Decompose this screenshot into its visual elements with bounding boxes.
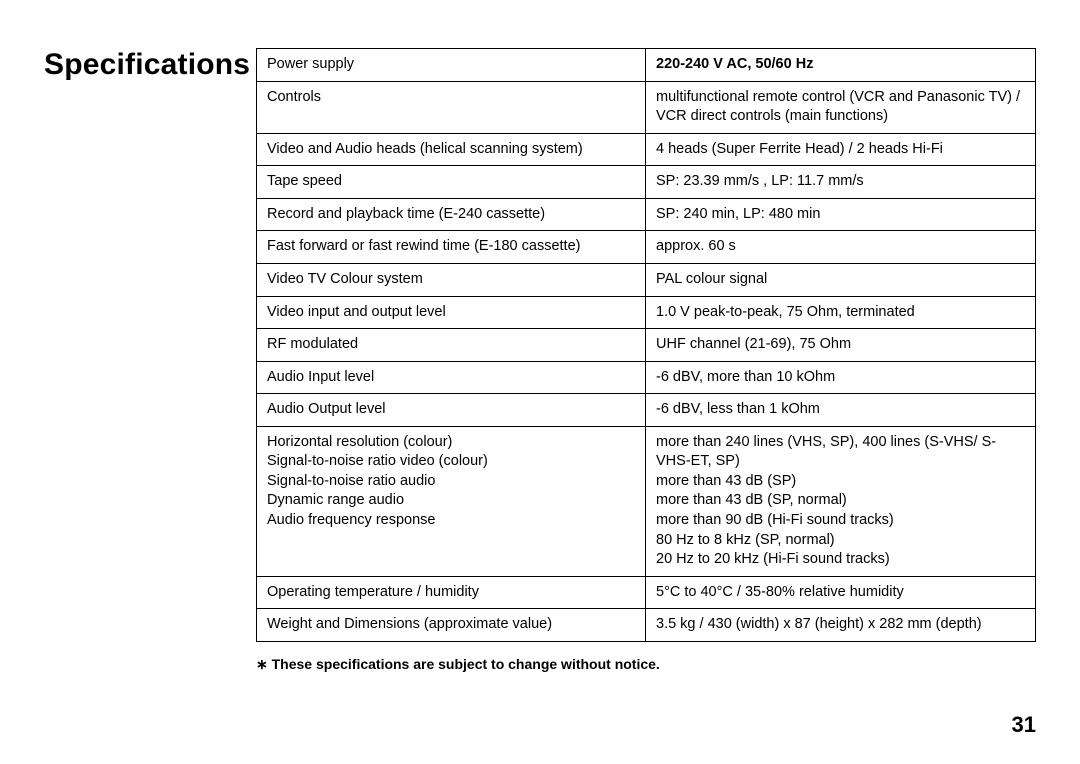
- table-row: Weight and Dimensions (approximate value…: [257, 609, 1036, 642]
- spec-label: Video and Audio heads (helical scanning …: [257, 133, 646, 166]
- specifications-tbody: Power supply220-240 V AC, 50/60 HzContro…: [257, 49, 1036, 642]
- spec-label: Controls: [257, 81, 646, 133]
- spec-value: more than 240 lines (VHS, SP), 400 lines…: [646, 426, 1036, 576]
- spec-value: approx. 60 s: [646, 231, 1036, 264]
- spec-value: 1.0 V peak-to-peak, 75 Ohm, terminated: [646, 296, 1036, 329]
- spec-label: Record and playback time (E-240 cassette…: [257, 198, 646, 231]
- spec-value: 5°C to 40°C / 35-80% relative humidity: [646, 576, 1036, 609]
- spec-value: -6 dBV, less than 1 kOhm: [646, 394, 1036, 427]
- table-row: Operating temperature / humidity5°C to 4…: [257, 576, 1036, 609]
- table-row: Record and playback time (E-240 cassette…: [257, 198, 1036, 231]
- spec-label: Weight and Dimensions (approximate value…: [257, 609, 646, 642]
- spec-label: Tape speed: [257, 166, 646, 199]
- table-row: Video and Audio heads (helical scanning …: [257, 133, 1036, 166]
- footnote-text: These specifications are subject to chan…: [272, 656, 660, 672]
- page: Specifications Power supply220-240 V AC,…: [0, 0, 1080, 764]
- spec-label: Video TV Colour system: [257, 263, 646, 296]
- table-row: Horizontal resolution (colour)Signal-to-…: [257, 426, 1036, 576]
- table-row: Audio Input level-6 dBV, more than 10 kO…: [257, 361, 1036, 394]
- spec-value: 220-240 V AC, 50/60 Hz: [646, 49, 1036, 82]
- spec-label: Power supply: [257, 49, 646, 82]
- spec-label: Horizontal resolution (colour)Signal-to-…: [257, 426, 646, 576]
- spec-label: Video input and output level: [257, 296, 646, 329]
- footnote: ∗ These specifications are subject to ch…: [256, 656, 1036, 673]
- table-row: Power supply220-240 V AC, 50/60 Hz: [257, 49, 1036, 82]
- table-row: RF modulatedUHF channel (21-69), 75 Ohm: [257, 329, 1036, 362]
- spec-value: -6 dBV, more than 10 kOhm: [646, 361, 1036, 394]
- table-row: Video input and output level1.0 V peak-t…: [257, 296, 1036, 329]
- table-row: Tape speedSP: 23.39 mm/s , LP: 11.7 mm/s: [257, 166, 1036, 199]
- spec-value: SP: 23.39 mm/s , LP: 11.7 mm/s: [646, 166, 1036, 199]
- specifications-table: Power supply220-240 V AC, 50/60 HzContro…: [256, 48, 1036, 642]
- table-row: Audio Output level-6 dBV, less than 1 kO…: [257, 394, 1036, 427]
- spec-value: SP: 240 min, LP: 480 min: [646, 198, 1036, 231]
- spec-label: RF modulated: [257, 329, 646, 362]
- spec-value: 4 heads (Super Ferrite Head) / 2 heads H…: [646, 133, 1036, 166]
- table-row: Fast forward or fast rewind time (E-180 …: [257, 231, 1036, 264]
- spec-label: Fast forward or fast rewind time (E-180 …: [257, 231, 646, 264]
- spec-label: Audio Input level: [257, 361, 646, 394]
- spec-value: multifunctional remote control (VCR and …: [646, 81, 1036, 133]
- page-number: 31: [1012, 712, 1036, 738]
- table-row: Video TV Colour systemPAL colour signal: [257, 263, 1036, 296]
- spec-value: PAL colour signal: [646, 263, 1036, 296]
- table-row: Controlsmultifunctional remote control (…: [257, 81, 1036, 133]
- page-title: Specifications: [44, 48, 250, 82]
- footnote-star: ∗: [256, 656, 272, 672]
- spec-value: UHF channel (21-69), 75 Ohm: [646, 329, 1036, 362]
- spec-value: 3.5 kg / 430 (width) x 87 (height) x 282…: [646, 609, 1036, 642]
- spec-label: Operating temperature / humidity: [257, 576, 646, 609]
- spec-label: Audio Output level: [257, 394, 646, 427]
- specifications-section: Power supply220-240 V AC, 50/60 HzContro…: [256, 48, 1036, 673]
